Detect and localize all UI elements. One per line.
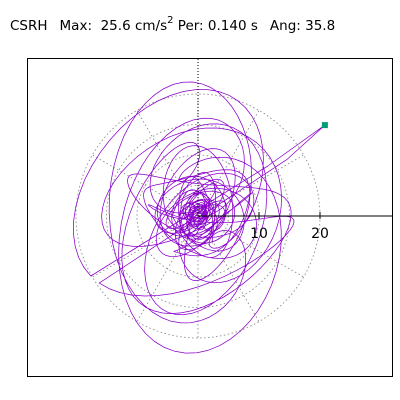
orbit-trace-layer bbox=[73, 81, 328, 354]
max-unit-exponent: 2 bbox=[167, 15, 174, 26]
max-value: 25.6 bbox=[100, 18, 131, 34]
r-tick-label-20: 20 bbox=[311, 226, 329, 242]
spoke-150 bbox=[92, 154, 199, 217]
peak-marker bbox=[321, 122, 328, 129]
max-label: Max: bbox=[59, 18, 92, 34]
r-tick-label-10: 10 bbox=[250, 226, 268, 242]
spoke-300 bbox=[197, 215, 260, 322]
angle-value: 35.8 bbox=[305, 18, 336, 34]
period-value: 0.140 bbox=[207, 18, 247, 34]
max-unit: cm/s bbox=[134, 18, 168, 34]
station-code: CSRH bbox=[10, 18, 48, 34]
spoke-330 bbox=[197, 215, 304, 278]
plot-frame bbox=[27, 58, 393, 377]
orbit-trace bbox=[73, 81, 326, 354]
spoke-120 bbox=[136, 110, 199, 217]
spoke-240 bbox=[136, 215, 199, 322]
chart-header: CSRH Max: 25.6 cm/s2 Per: 0.140 s Ang: 35.… bbox=[10, 16, 335, 36]
angle-label: Ang: bbox=[269, 18, 301, 34]
polar-axis: 10 20 bbox=[197, 59, 392, 242]
period-label: Per: bbox=[177, 18, 204, 34]
period-unit: s bbox=[250, 18, 258, 34]
